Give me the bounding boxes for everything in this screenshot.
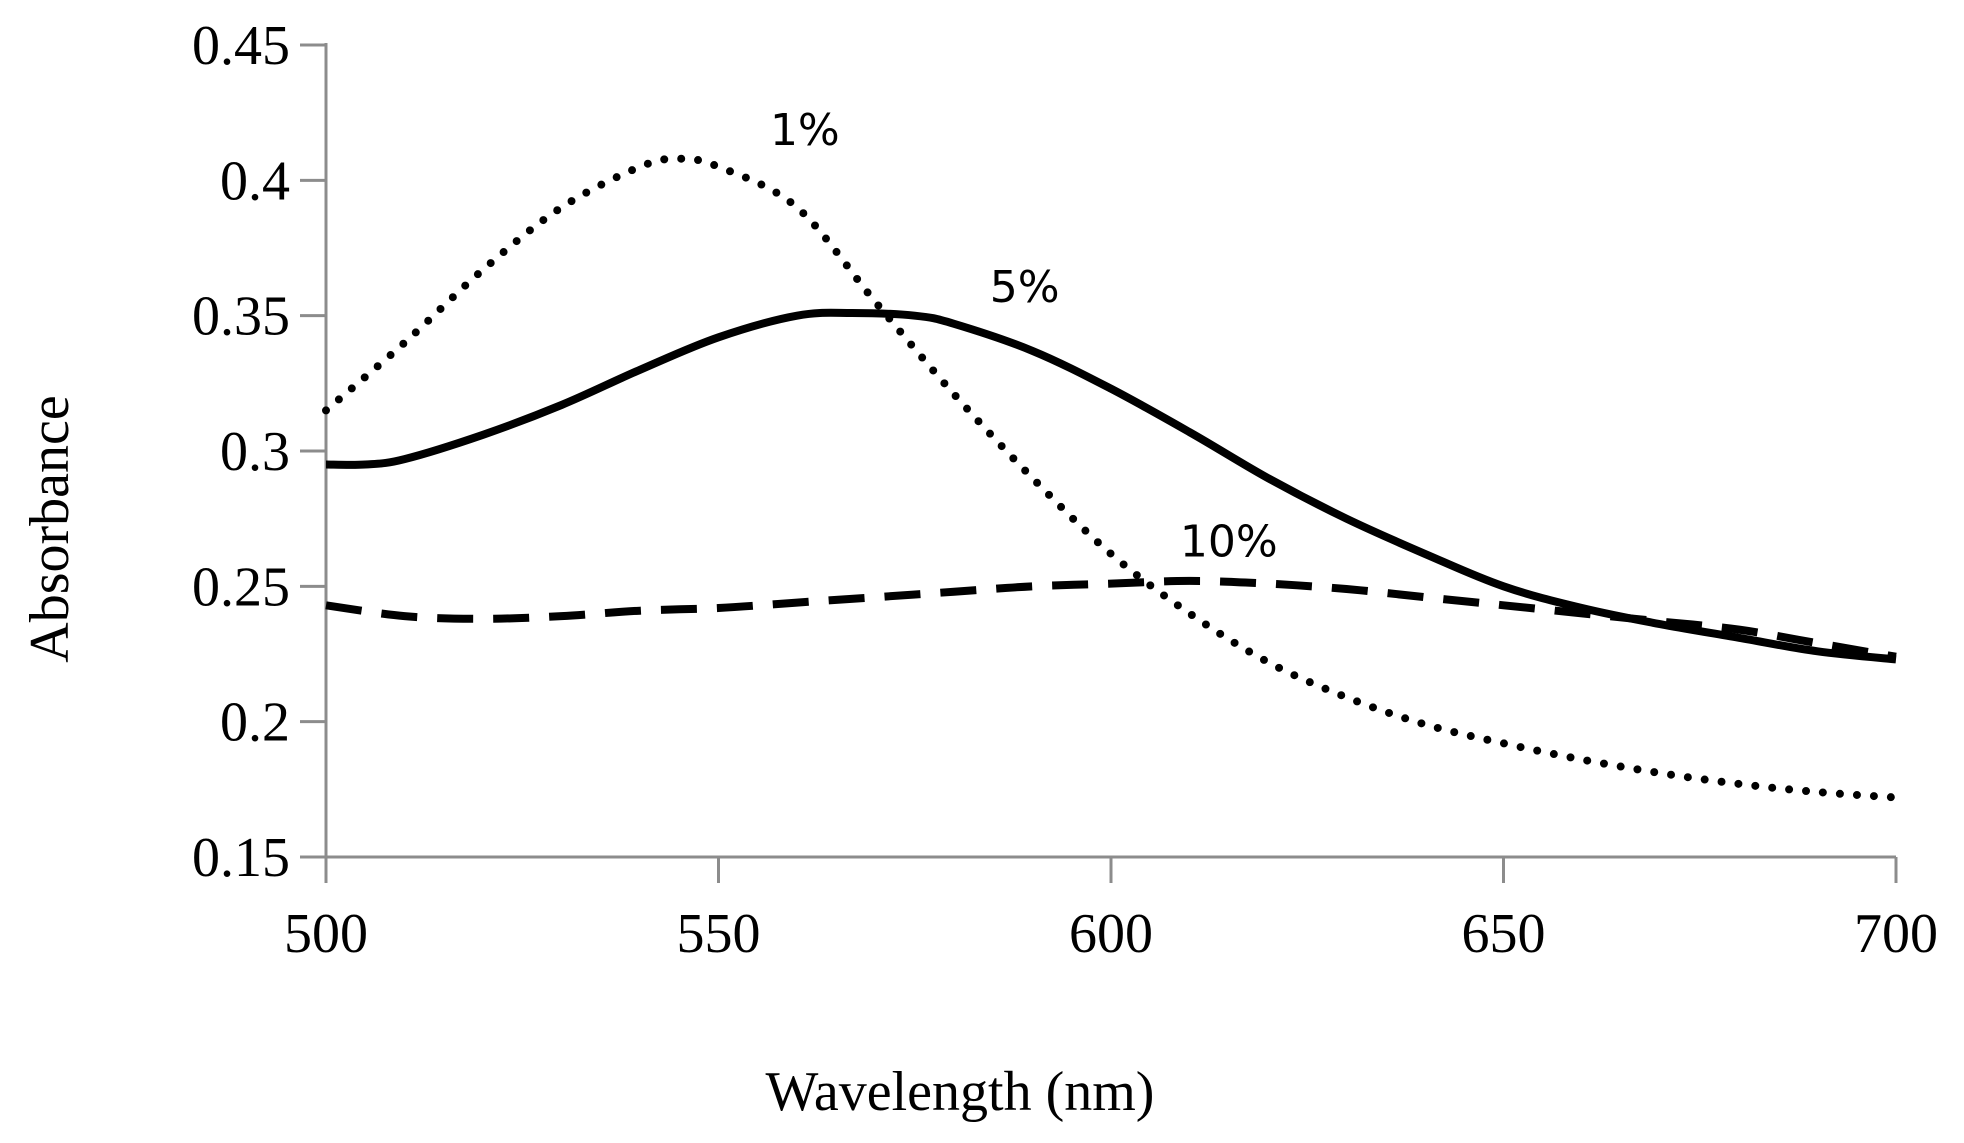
y-tick-label: 0.4 xyxy=(220,150,290,212)
series-label-5pct: 5% xyxy=(990,262,1060,313)
y-tick-label: 0.25 xyxy=(192,556,290,618)
y-tick-label: 0.45 xyxy=(192,15,290,77)
series-label-10pct: 10% xyxy=(1180,517,1278,568)
y-tick-label: 0.2 xyxy=(220,692,290,754)
x-tick-label: 600 xyxy=(1069,903,1153,965)
series-line-10pct xyxy=(325,576,1897,661)
x-tick-label: 650 xyxy=(1462,903,1546,965)
y-tick-label: 0.3 xyxy=(220,421,290,483)
series-label-1pct: 1% xyxy=(770,105,840,156)
x-tick-label: 700 xyxy=(1854,903,1938,965)
series-line-1pct xyxy=(322,154,1900,802)
series-group xyxy=(322,154,1900,802)
labels-group: 1% 5% 10% xyxy=(770,105,1278,567)
y-tick-label: 0.15 xyxy=(192,827,290,889)
x-tick-label: 550 xyxy=(677,903,761,965)
x-tick-label: 500 xyxy=(284,903,368,965)
x-axis-title: Wavelength (nm) xyxy=(766,1061,1155,1123)
series-line-5pct xyxy=(325,308,1897,664)
y-tick-label: 0.35 xyxy=(192,286,290,348)
y-axis-title: Absorbance xyxy=(19,395,81,662)
axes: 0.15 0.2 0.25 0.3 0.35 0.4 0.45 500 550 600 650 700 xyxy=(192,15,1938,965)
